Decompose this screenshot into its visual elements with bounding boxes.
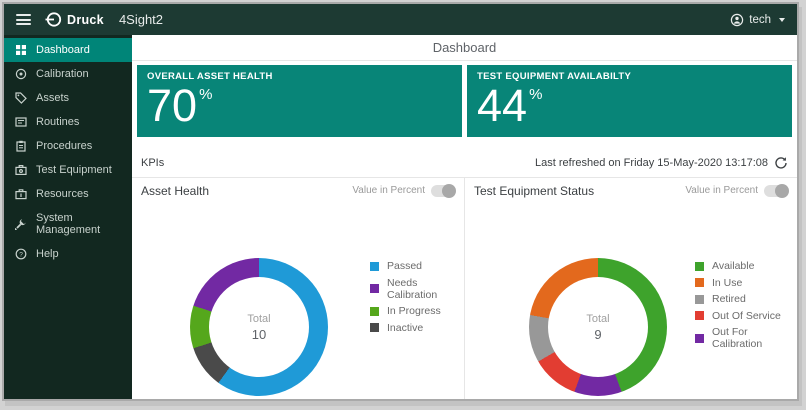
page-title: Dashboard <box>132 35 797 61</box>
wrench-icon <box>15 218 27 230</box>
top-bar: Druck 4Sight2 tech <box>4 4 797 35</box>
test-equipment-status-panel: Test Equipment Status Value in Percent T… <box>464 178 797 399</box>
legend-item-in-use[interactable]: In Use <box>695 277 797 289</box>
user-name: tech <box>749 13 771 26</box>
druck-logo-icon <box>45 11 62 28</box>
dashboard-icon <box>15 44 27 56</box>
test-equipment-status-donut-chart[interactable]: Total 9 <box>529 258 667 396</box>
chart-panels: Asset Health Value in Percent Total 10 <box>132 178 797 399</box>
sidebar-item-resources[interactable]: Resources <box>4 182 132 206</box>
kpi-label: OVERALL ASSET HEALTH <box>147 71 273 82</box>
legend-label: In Progress <box>387 305 441 317</box>
legend-swatch <box>695 261 704 271</box>
clipboard-icon <box>15 140 27 152</box>
main-content: Dashboard OVERALL ASSET HEALTH 70% TEST … <box>132 35 797 399</box>
last-refreshed-text: Last refreshed on Friday 15-May-2020 13:… <box>535 157 768 169</box>
kpi-unit: % <box>529 86 543 103</box>
sidebar-item-label: Procedures <box>36 140 93 152</box>
kpis-bar: KPIs Last refreshed on Friday 15-May-202… <box>132 149 797 178</box>
donut-center-total: 9 <box>594 326 602 342</box>
legend-swatch <box>695 311 704 320</box>
sidebar-item-label: System Management <box>36 212 101 236</box>
legend-label: Passed <box>387 260 423 272</box>
legend-item-out-for-calibration[interactable]: Out For Calibration <box>695 326 797 350</box>
menu-icon[interactable] <box>16 14 31 25</box>
legend-label: In Use <box>712 276 743 289</box>
kpi-unit: % <box>199 86 213 103</box>
kpi-card-overall-asset-health: OVERALL ASSET HEALTH 70% <box>137 65 462 137</box>
chart-title: Asset Health <box>141 183 210 198</box>
value-in-percent-toggle[interactable] <box>764 183 789 198</box>
sidebar: Dashboard Calibration Assets Routines Proced… <box>4 35 132 399</box>
sidebar-item-label: Routines <box>36 116 80 128</box>
legend-item-available[interactable]: Available <box>695 260 797 272</box>
sidebar-item-calibration[interactable]: Calibration <box>4 62 132 86</box>
legend-swatch <box>695 333 704 343</box>
kpis-title: KPIs <box>141 157 165 169</box>
sidebar-item-label: Dashboard <box>36 44 90 56</box>
legend-label: Retired <box>712 293 746 305</box>
sidebar-item-help[interactable]: ? Help <box>4 242 132 266</box>
asset-health-legend: Passed Needs Calibration In Progress Inacti… <box>370 260 464 334</box>
caret-down-icon <box>779 17 785 22</box>
sidebar-item-procedures[interactable]: Procedures <box>4 134 132 158</box>
legend-label: Available <box>712 260 755 272</box>
user-menu[interactable]: tech <box>730 13 785 27</box>
product-name: 4Sight2 <box>118 12 164 27</box>
svg-text:?: ? <box>19 251 23 258</box>
kpi-card-test-equipment-availability: TEST EQUIPMENT AVAILABILTY 44% <box>467 65 792 137</box>
kpi-value: 44% <box>477 80 543 131</box>
sidebar-item-label: Help <box>36 248 59 260</box>
legend-swatch <box>370 261 379 271</box>
asset-health-donut-chart[interactable]: Total 10 <box>190 258 328 396</box>
toggle-label: Value in Percent <box>352 185 425 196</box>
legend-swatch <box>370 323 379 332</box>
legend-swatch <box>695 278 704 287</box>
app-window: Druck 4Sight2 tech Dashboard Calibration A… <box>2 2 799 401</box>
donut-center-label: Total <box>586 312 610 325</box>
legend-label: Needs Calibration <box>387 276 438 301</box>
sidebar-item-assets[interactable]: Assets <box>4 86 132 110</box>
sidebar-item-test-equipment[interactable]: Test Equipment <box>4 158 132 182</box>
routines-icon <box>15 116 27 128</box>
sidebar-item-system-management[interactable]: System Management <box>4 206 132 242</box>
legend-label: Inactive <box>387 321 424 334</box>
sidebar-item-routines[interactable]: Routines <box>4 110 132 134</box>
sidebar-item-label: Resources <box>36 188 89 200</box>
sidebar-item-label: Calibration <box>36 68 89 80</box>
kpi-value: 70% <box>147 80 213 131</box>
tag-icon <box>15 92 27 104</box>
legend-swatch <box>370 284 379 293</box>
refresh-icon[interactable] <box>774 156 788 170</box>
asset-health-panel: Asset Health Value in Percent Total 10 <box>132 178 464 399</box>
brand-name: Druck <box>67 12 104 27</box>
chart-title: Test Equipment Status <box>474 183 595 198</box>
legend-swatch <box>370 306 379 316</box>
legend-label: Out For Calibration <box>712 326 763 350</box>
legend-item-passed[interactable]: Passed <box>370 260 464 272</box>
briefcase-icon <box>15 188 27 200</box>
sidebar-item-label: Assets <box>36 92 70 104</box>
sidebar-item-dashboard[interactable]: Dashboard <box>4 38 132 62</box>
value-in-percent-toggle[interactable] <box>431 183 456 198</box>
user-icon <box>730 13 744 27</box>
legend-swatch <box>695 294 704 304</box>
donut-center-total: 10 <box>251 326 267 342</box>
toggle-label: Value in Percent <box>685 185 758 196</box>
help-icon: ? <box>15 248 27 260</box>
kpi-label: TEST EQUIPMENT AVAILABILTY <box>477 71 632 82</box>
donut-center-label: Total <box>247 312 271 325</box>
test-equipment-status-legend: Available In Use Retired Out Of Service Out … <box>695 260 797 350</box>
brand: Druck 4Sight2 <box>45 11 163 28</box>
kpi-row: OVERALL ASSET HEALTH 70% TEST EQUIPMENT … <box>137 65 792 137</box>
legend-item-needs-calibration[interactable]: Needs Calibration <box>370 277 464 301</box>
legend-item-inactive[interactable]: Inactive <box>370 322 464 334</box>
legend-item-out-of-service[interactable]: Out Of Service <box>695 310 797 322</box>
sidebar-item-label: Test Equipment <box>36 164 112 176</box>
legend-item-retired[interactable]: Retired <box>695 293 797 305</box>
legend-item-in-progress[interactable]: In Progress <box>370 305 464 317</box>
legend-label: Out Of Service <box>712 309 781 322</box>
calibration-icon <box>15 68 27 80</box>
test-equipment-icon <box>15 164 27 176</box>
